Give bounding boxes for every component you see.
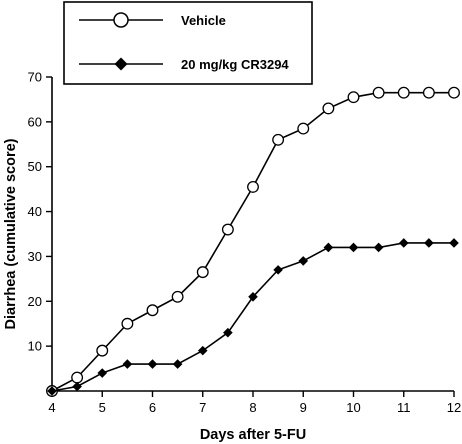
- y-tick-label-50: 50: [28, 159, 42, 174]
- x-axis-title: Days after 5-FU: [200, 427, 306, 443]
- point-cr3294-1: [72, 381, 82, 392]
- point-vehicle-15: [422, 86, 435, 99]
- point-vehicle-1: [71, 371, 84, 384]
- legend-label-cr3294: 20 mg/kg CR3294: [181, 57, 289, 72]
- point-cr3294-5: [172, 359, 183, 369]
- point-cr3294-10: [298, 256, 309, 266]
- point-vehicle-13: [372, 86, 385, 99]
- point-cr3294-7: [223, 327, 233, 338]
- y-tick-label-30: 30: [28, 249, 42, 264]
- point-vehicle-12: [347, 91, 360, 104]
- y-tick-label-70: 70: [28, 70, 42, 85]
- point-cr3294-0: [47, 386, 57, 396]
- x-tick-label-6: 6: [149, 400, 156, 415]
- point-cr3294-9: [273, 265, 283, 275]
- legend-item-vehicle: Vehicle: [79, 12, 226, 28]
- series-1: [46, 86, 460, 397]
- point-cr3294-6: [197, 345, 208, 356]
- point-cr3294-3: [122, 359, 133, 369]
- point-cr3294-14: [398, 238, 409, 248]
- point-cr3294-15: [424, 238, 434, 248]
- x-tick-label-5: 5: [99, 400, 106, 415]
- point-vehicle-11: [322, 102, 335, 115]
- y-tick-label-10: 10: [28, 339, 42, 354]
- x-tick-label-10: 10: [346, 400, 360, 415]
- legend: Vehicle 20 mg/kg CR3294: [63, 1, 313, 85]
- tick-labels: 4 5 6 7 8 9 10 11 12 10 20 30 40 50 60 70: [28, 70, 462, 416]
- point-vehicle-8: [247, 180, 259, 193]
- point-vehicle-4: [146, 304, 159, 317]
- point-vehicle-7: [221, 223, 234, 236]
- y-tick-label-40: 40: [28, 204, 42, 219]
- point-cr3294-11: [323, 242, 334, 253]
- series-2: [47, 238, 459, 396]
- legend-marker-vehicle: [113, 12, 129, 28]
- point-vehicle-10: [297, 122, 310, 135]
- legend-marker-cr3294: [114, 57, 128, 71]
- point-vehicle-16: [448, 86, 460, 99]
- point-vehicle-14: [397, 86, 410, 99]
- y-tick-label-60: 60: [28, 114, 42, 129]
- y-axis-title: Diarrhea (cumulative score): [3, 138, 19, 329]
- point-vehicle-5: [171, 290, 184, 303]
- series-line-1: [51, 91, 454, 392]
- x-tick-label-11: 11: [397, 400, 411, 415]
- legend-label-vehicle: Vehicle: [181, 13, 226, 28]
- x-tick-label-8: 8: [249, 400, 256, 415]
- point-vehicle-3: [121, 317, 134, 330]
- series-group: [46, 86, 460, 397]
- point-cr3294-8: [248, 292, 258, 302]
- legend-frame: [63, 1, 313, 85]
- x-tick-label-7: 7: [199, 400, 206, 415]
- point-vehicle-9: [272, 133, 285, 146]
- x-tick-label-12: 12: [447, 400, 461, 415]
- y-tick-label-20: 20: [28, 294, 42, 309]
- point-vehicle-6: [196, 266, 209, 279]
- x-tick-label-4: 4: [48, 400, 55, 415]
- point-vehicle-2: [96, 344, 109, 357]
- point-cr3294-16: [449, 238, 459, 248]
- point-cr3294-2: [97, 368, 108, 378]
- point-cr3294-13: [373, 242, 384, 253]
- point-cr3294-12: [348, 242, 359, 253]
- x-tick-label-9: 9: [300, 400, 307, 415]
- point-cr3294-4: [147, 359, 158, 369]
- legend-item-cr3294: 20 mg/kg CR3294: [79, 57, 289, 72]
- series-line-2: [51, 242, 454, 392]
